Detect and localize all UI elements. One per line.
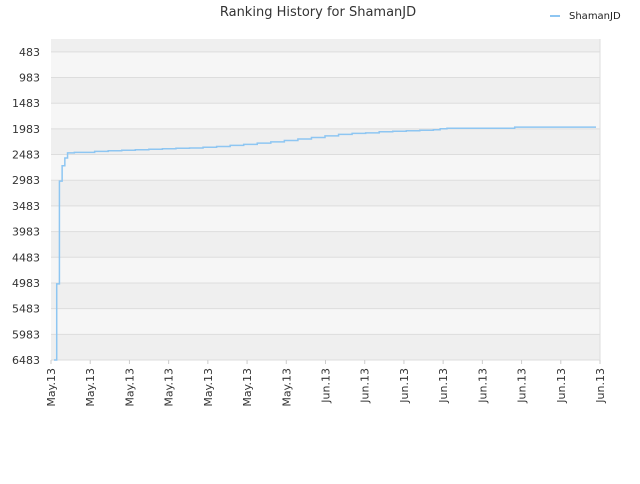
y-tick-label: 3483 (12, 200, 40, 213)
x-tick-label: Jun.13 (516, 368, 529, 404)
legend[interactable]: ShamanJD (550, 11, 621, 22)
y-tick-label: 4983 (12, 277, 40, 290)
plot-band (51, 334, 600, 360)
y-tick-label: 2983 (12, 174, 40, 187)
x-tick-label: May.13 (84, 368, 97, 407)
x-tick-label: Jun.13 (476, 368, 489, 404)
y-tick-label: 2483 (12, 149, 40, 162)
grid-lines (51, 39, 601, 361)
x-tick-label: May.13 (163, 368, 176, 407)
plot-band (51, 205, 600, 232)
x-tick-label: Jun.13 (437, 368, 450, 404)
plot-band (51, 231, 600, 258)
y-tick-label: 1483 (12, 97, 40, 110)
plot-band (51, 39, 600, 52)
legend-label: ShamanJD (569, 11, 621, 22)
x-tick-label: Jun.13 (320, 368, 333, 404)
y-tick-label: 6483 (12, 354, 40, 367)
plot-band (51, 103, 600, 129)
series-line-shamanjd (54, 126, 596, 361)
plot-bands (51, 39, 600, 360)
plot-band (51, 308, 600, 335)
plot-band (51, 257, 600, 283)
y-tick-label: 3983 (12, 226, 40, 239)
x-tick-label: May.13 (280, 368, 293, 407)
x-axis-ticks: May.13 May.13 May.13 May.13 May.13 May.13 May.… (45, 360, 607, 407)
plot-band (51, 77, 600, 104)
y-tick-label: 1983 (12, 123, 40, 136)
plot-band (51, 51, 600, 78)
y-axis-ticks: 483 983 1483 1983 2483 2983 3483 3983 4483 4983 54… (12, 46, 40, 367)
x-tick-label: May.13 (241, 368, 254, 407)
x-tick-label: May.13 (123, 368, 136, 407)
plot-band (51, 180, 600, 206)
x-tick-label: May.13 (45, 368, 58, 407)
y-tick-label: 983 (19, 72, 40, 85)
series-layer (54, 126, 596, 361)
x-tick-label: Jun.13 (359, 368, 372, 404)
y-tick-label: 5983 (12, 328, 40, 341)
x-tick-label: Jun.13 (555, 368, 568, 404)
y-tick-label: 5483 (12, 303, 40, 316)
y-tick-label: 4483 (12, 251, 40, 264)
plot-band (51, 282, 600, 309)
chart-title: Ranking History for ShamanJD (220, 5, 416, 20)
x-tick-label: Jun.13 (594, 368, 607, 404)
plot-band (51, 154, 600, 181)
y-tick-label: 483 (19, 46, 40, 59)
x-tick-label: May.13 (202, 368, 215, 407)
x-tick-label: Jun.13 (398, 368, 411, 404)
